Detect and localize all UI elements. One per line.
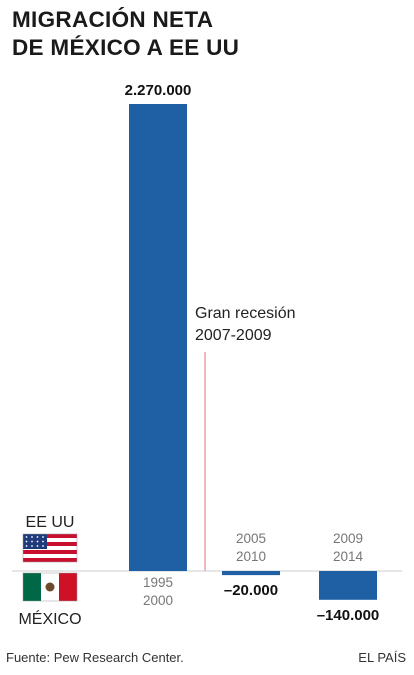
category-label-1-1: 1995: [143, 575, 173, 590]
bar-2: [222, 571, 280, 576]
category-label-2-2: 2010: [236, 549, 266, 564]
bar-1: [129, 104, 187, 571]
category-label-3-2: 2014: [333, 549, 364, 564]
mexico-flag-icon: [22, 572, 78, 602]
title-line-2: DE MÉXICO A EE UU: [12, 35, 240, 60]
value-label-2: –20.000: [224, 582, 278, 599]
annotation-line-2: 2007-2009: [195, 327, 272, 344]
country-label-up: EE UU: [26, 514, 75, 531]
source-text: Fuente: Pew Research Center.: [6, 650, 184, 665]
us-flag-icon: [22, 533, 78, 563]
footer: Fuente: Pew Research Center. EL PAÍS: [0, 650, 414, 670]
value-label-1: 2.270.000: [125, 82, 192, 99]
chart-title: MIGRACIÓN NETA DE MÉXICO A EE UU: [12, 6, 239, 62]
category-label-3-1: 2009: [333, 531, 363, 546]
category-label-1-2: 2000: [143, 593, 173, 608]
brand-logo-text: EL PAÍS: [358, 650, 406, 665]
country-label-down: MÉXICO: [18, 609, 81, 628]
category-label-2-1: 2005: [236, 531, 266, 546]
title-line-1: MIGRACIÓN NETA: [12, 7, 214, 32]
annotation-line-1: Gran recesión: [195, 305, 296, 322]
value-label-3: –140.000: [317, 607, 380, 624]
bar-3: [319, 571, 377, 600]
